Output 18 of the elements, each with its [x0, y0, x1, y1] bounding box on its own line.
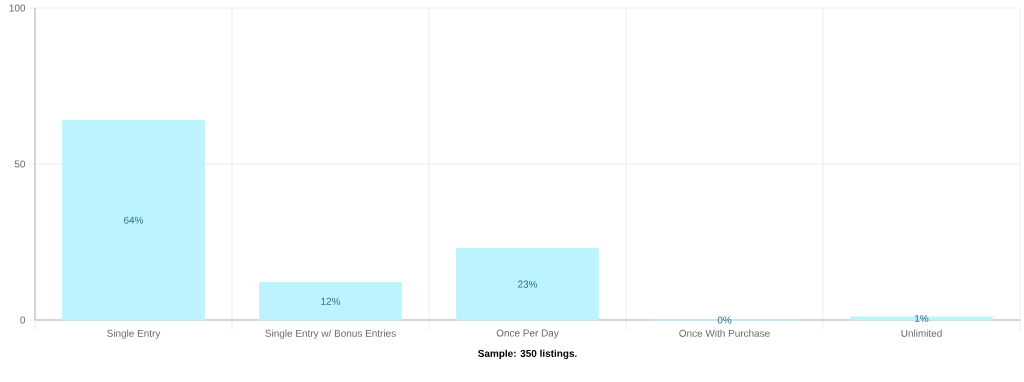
bar — [259, 282, 402, 321]
x-tick-label: Single Entry — [107, 329, 161, 339]
x-tick-label: Single Entry w/ Bonus Entries — [265, 329, 396, 339]
bar — [850, 316, 993, 321]
data-label: 12% — [321, 297, 341, 305]
bar — [456, 247, 599, 321]
data-label: 1% — [915, 314, 929, 322]
data-label: 23% — [518, 280, 538, 288]
x-tick-label: Unlimited — [901, 329, 942, 337]
y-tick-label: 50 — [14, 160, 26, 168]
bar — [62, 119, 205, 321]
x-tick-label: Once With Purchase — [679, 329, 770, 337]
x-axis-title: Sample: 350 listings. — [478, 349, 577, 359]
x-tick-label: Once Per Day — [496, 329, 559, 339]
y-tick-label: 100 — [9, 4, 26, 12]
data-label: 0% — [717, 316, 732, 324]
y-tick-label: 0 — [20, 316, 26, 324]
data-label: 64% — [124, 216, 144, 224]
